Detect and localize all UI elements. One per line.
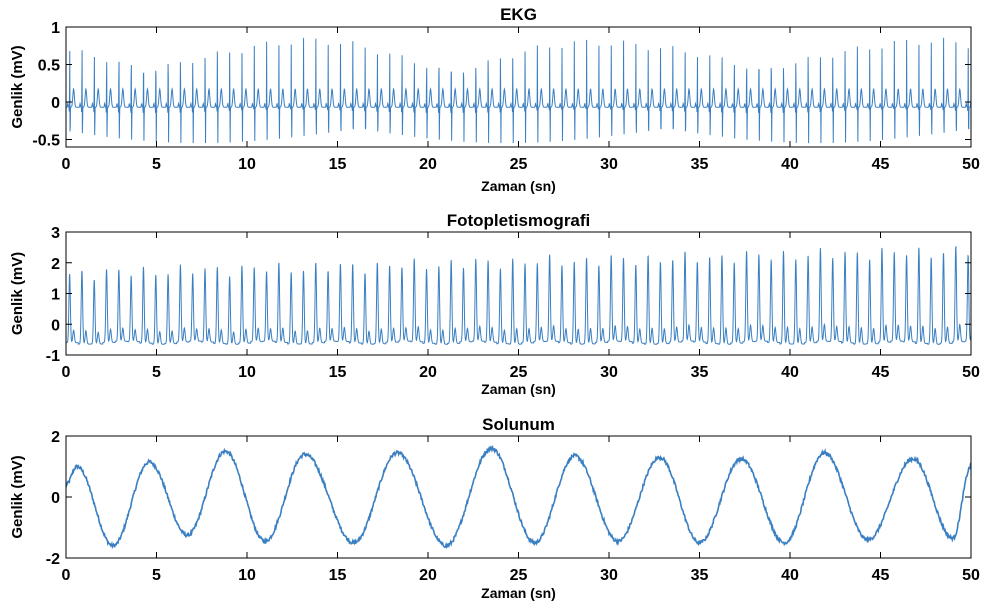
ekg-xtick-label: 40 (781, 156, 799, 173)
ppg-ytick-label: 1 (51, 287, 60, 304)
ppg-xlabel: Zaman (sn) (481, 381, 556, 397)
respiration-xtick-label: 30 (600, 567, 618, 584)
ekg-xtick-label: 25 (510, 156, 528, 173)
ppg-xtick-label: 25 (510, 364, 528, 381)
ekg-ytick-label: -0.5 (32, 133, 60, 150)
respiration-ytick-label: 2 (51, 429, 60, 446)
respiration-xtick-label: 20 (419, 567, 437, 584)
respiration-xtick-label: 40 (781, 567, 799, 584)
respiration-signal-line (66, 445, 971, 550)
ppg-ytick-label: -1 (46, 348, 60, 365)
ppg-xtick-label: 10 (238, 364, 256, 381)
respiration-axes-frame (65, 435, 972, 559)
ppg-xtick-label: 30 (600, 364, 618, 381)
respiration-title: Solunum (482, 415, 555, 434)
ekg-xtick-label: 50 (962, 156, 980, 173)
ekg-title: EKG (500, 5, 537, 24)
respiration-ylabel: Genlik (mV) (9, 455, 26, 538)
respiration-xtick-label: 50 (962, 567, 980, 584)
ekg-xtick-label: 0 (62, 156, 71, 173)
ppg-ylabel: Genlik (mV) (9, 252, 26, 335)
ppg-xtick-label: 40 (781, 364, 799, 381)
respiration-xtick-label: 10 (238, 567, 256, 584)
ekg-ytick-label: 0 (51, 95, 60, 112)
ekg-xtick-label: 15 (329, 156, 347, 173)
ekg-xtick-label: 35 (691, 156, 709, 173)
ppg-xtick-label: 15 (329, 364, 347, 381)
ppg-xtick-label: 50 (962, 364, 980, 381)
ppg-ytick-label: 2 (51, 256, 60, 273)
ekg-xtick-label: 20 (419, 156, 437, 173)
ppg-panel: 0 5 10 15 20 25 30 35 40 45 50-10123Fotopletismogr… (9, 211, 980, 397)
ekg-signal-line (66, 37, 971, 144)
ekg-xtick-label: 30 (600, 156, 618, 173)
respiration-xtick-label: 45 (872, 567, 890, 584)
ppg-xtick-label: 0 (62, 364, 71, 381)
ekg-xtick-label: 5 (152, 156, 161, 173)
ppg-signal-line (66, 245, 971, 345)
respiration-xtick-label: 15 (329, 567, 347, 584)
ekg-axes-frame (65, 26, 972, 148)
ekg-ytick-label: 0.5 (38, 58, 60, 75)
ekg-ytick-label: 1 (51, 20, 60, 37)
ppg-xtick-label: 35 (691, 364, 709, 381)
respiration-xtick-label: 0 (62, 567, 71, 584)
ekg-xtick-label: 45 (872, 156, 890, 173)
respiration-xtick-label: 35 (691, 567, 709, 584)
ppg-xtick-label: 5 (152, 364, 161, 381)
respiration-xtick-label: 25 (510, 567, 528, 584)
ekg-xtick-label: 10 (238, 156, 256, 173)
respiration-ytick-label: 0 (51, 490, 60, 507)
ppg-xtick-label: 20 (419, 364, 437, 381)
ekg-ylabel: Genlik (mV) (9, 45, 26, 128)
respiration-xlabel: Zaman (sn) (481, 585, 556, 601)
ppg-ytick-label: 0 (51, 317, 60, 334)
ekg-xlabel: Zaman (sn) (481, 178, 556, 194)
respiration-ytick-label: -2 (46, 551, 60, 568)
respiration-xtick-label: 5 (152, 567, 161, 584)
ppg-ytick-label: 3 (51, 225, 60, 242)
ppg-title: Fotopletismografi (447, 211, 591, 230)
ppg-xtick-label: 45 (872, 364, 890, 381)
